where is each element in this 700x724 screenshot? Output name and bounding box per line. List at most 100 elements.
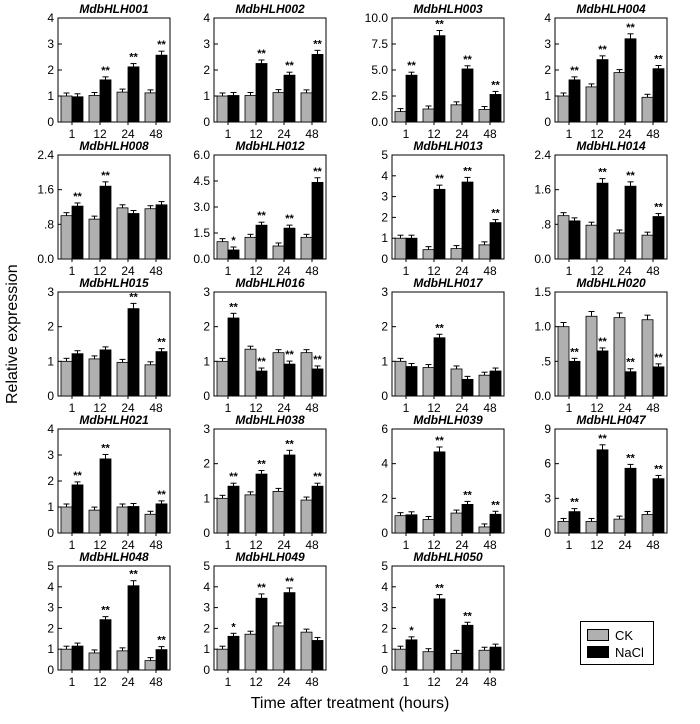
significance-mark: **: [626, 22, 635, 34]
y-tick-label: 0: [203, 526, 210, 540]
bar-ck-48: [300, 92, 313, 123]
bar-nacl-24: [461, 68, 474, 123]
y-tick-label: 2: [544, 63, 551, 77]
bar-ck-24: [116, 91, 129, 123]
y-tick-label: 3: [381, 285, 388, 299]
bar-ck-24: [450, 368, 463, 397]
bar-ck-24: [450, 512, 463, 534]
panel-title: MdbHLH038: [235, 413, 305, 427]
bar-nacl-1: [71, 205, 84, 260]
bar-ck-48: [641, 96, 654, 123]
panel-frame: [213, 428, 327, 534]
panel-title: MdbHLH003: [413, 2, 483, 16]
significance-mark: **: [73, 191, 82, 203]
y-tick-label: 4: [381, 457, 388, 471]
bar-nacl-48: [489, 94, 502, 123]
bar-ck-1: [216, 241, 229, 260]
bar-ck-12: [88, 358, 101, 397]
y-tick-label: 5.0: [371, 63, 388, 77]
bar-ck-1: [216, 648, 229, 671]
bar-nacl-24: [461, 378, 474, 397]
x-tick-label: 12: [590, 264, 604, 278]
bar-nacl-1: [227, 485, 240, 534]
significance-mark: **: [435, 435, 444, 447]
y-tick-label: 1.5: [534, 285, 551, 299]
bar-ck-12: [244, 95, 257, 123]
bar-nacl-1: [405, 639, 418, 671]
x-tick-label: 12: [249, 538, 263, 552]
bar-nacl-24: [624, 185, 637, 260]
significance-mark: **: [101, 442, 110, 454]
bar-ck-24: [450, 104, 463, 123]
bar-ck-48: [300, 352, 313, 397]
bar-nacl-48: [489, 513, 502, 534]
x-tick-label: 12: [427, 675, 441, 689]
bar-ck-24: [116, 207, 129, 260]
significance-mark: **: [654, 352, 663, 364]
significance-mark: **: [435, 322, 444, 334]
bar-ck-12: [422, 519, 435, 534]
bar-nacl-1: [568, 360, 581, 397]
bar-nacl-48: [652, 366, 665, 397]
bar-ck-48: [300, 499, 313, 534]
bar-nacl-48: [489, 646, 502, 671]
bar-nacl-24: [461, 181, 474, 260]
bar-ck-12: [585, 224, 598, 260]
bar-nacl-12: [99, 349, 112, 397]
bar-ck-12: [422, 108, 435, 123]
significance-mark: *: [409, 625, 414, 637]
bar-ck-24: [272, 352, 285, 397]
bar-ck-12: [422, 367, 435, 397]
bar-nacl-24: [127, 213, 140, 260]
panel-title: MdbHLH004: [576, 2, 646, 16]
bar-nacl-1: [227, 317, 240, 397]
bar-ck-48: [478, 109, 491, 123]
x-tick-label: 48: [305, 264, 319, 278]
significance-mark: **: [626, 357, 635, 369]
y-tick-label: 0.0: [534, 252, 551, 266]
y-axis-title: Relative expression: [4, 264, 21, 404]
bar-nacl-48: [311, 54, 324, 123]
significance-mark: **: [285, 576, 294, 588]
bar-ck-24: [450, 248, 463, 260]
y-tick-label: 1: [203, 354, 210, 368]
bar-ck-12: [88, 652, 101, 671]
bar-nacl-1: [71, 96, 84, 123]
panel-frame: [391, 154, 505, 260]
y-tick-label: 3: [47, 37, 54, 51]
panel-title: MdbHLH021: [79, 413, 149, 427]
bar-ck-24: [272, 92, 285, 123]
bar-ck-24: [272, 245, 285, 260]
x-tick-label: 1: [403, 538, 410, 552]
significance-mark: **: [435, 19, 444, 31]
significance-mark: **: [157, 337, 166, 349]
significance-mark: **: [257, 459, 266, 471]
y-tick-label: 0: [47, 115, 54, 129]
bar-nacl-48: [652, 68, 665, 123]
bar-ck-12: [585, 315, 598, 397]
bar-nacl-48: [652, 478, 665, 534]
significance-mark: **: [257, 582, 266, 594]
bar-nacl-48: [311, 485, 324, 534]
x-tick-label: 48: [483, 538, 497, 552]
bar-nacl-1: [405, 514, 418, 534]
significance-mark: **: [654, 463, 663, 475]
bar-ck-1: [216, 497, 229, 534]
y-tick-label: 2: [203, 63, 210, 77]
bar-ck-48: [478, 244, 491, 260]
bar-ck-1: [394, 237, 407, 260]
x-tick-label: 24: [121, 264, 135, 278]
bar-nacl-48: [155, 649, 168, 671]
bar-ck-24: [613, 518, 626, 534]
x-tick-label: 24: [121, 127, 135, 141]
bar-nacl-48: [155, 351, 168, 397]
x-tick-label: 12: [93, 538, 107, 552]
x-tick-label: 1: [69, 675, 76, 689]
bar-ck-48: [478, 374, 491, 397]
y-tick-label: 3: [47, 285, 54, 299]
bar-nacl-12: [99, 79, 112, 123]
y-tick-label: 5: [381, 559, 388, 573]
y-tick-label: 3.0: [193, 200, 210, 214]
